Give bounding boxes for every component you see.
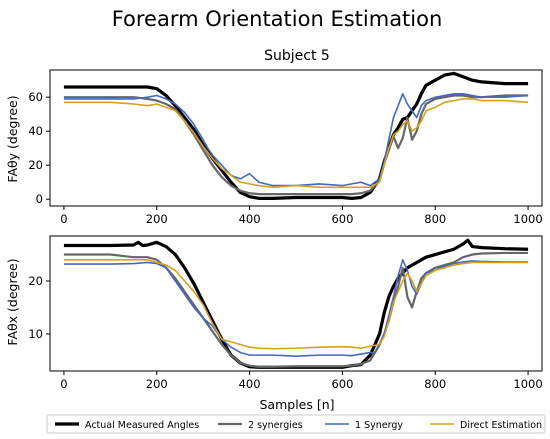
top-y-tick-label: 20 [28, 158, 43, 172]
bottom-x-tick-label: 800 [424, 377, 446, 391]
bottom-tick-layer: 0 200 400 600 800 1000 10 20 [28, 274, 542, 391]
bottom-x-tick-label: 0 [60, 377, 67, 391]
top-y-tick-label: 0 [36, 192, 43, 206]
bottom-x-tick-label: 400 [239, 377, 261, 391]
legend-box [46, 414, 546, 434]
bottom-series-direct-estimation [63, 259, 529, 350]
bottom-subplot: FAθx (degree) 0 200 400 600 800 1000 10 20 [5, 235, 543, 391]
bottom-y-axis-label: FAθx (degree) [5, 258, 20, 345]
top-y-axis-label: FAθy (degree) [5, 95, 20, 182]
bottom-x-tick-label: 600 [331, 377, 353, 391]
top-tick-layer: 0 200 400 600 800 1000 0 20 40 60 [28, 90, 542, 226]
bottom-axes-frame [49, 235, 543, 372]
legend-label-direct-estimation: Direct Estimation [460, 420, 542, 431]
top-subplot: Subject 5 FAθy (degree) 0 200 400 600 800 100… [5, 48, 543, 226]
bottom-x-tick-label: 200 [146, 377, 168, 391]
top-subplot-title: Subject 5 [264, 48, 330, 64]
top-series-2-synergies [63, 94, 529, 196]
top-y-tick-label: 60 [28, 90, 43, 104]
top-x-tick-label: 1000 [513, 212, 542, 226]
bottom-series-1-synergy [63, 259, 529, 357]
top-series-direct-estimation [63, 98, 529, 189]
legend-label-2-synergies: 2 synergies [248, 420, 303, 431]
bottom-x-tick-label: 1000 [513, 377, 542, 391]
bottom-series-2-synergies [63, 251, 529, 368]
x-axis-label: Samples [n] [259, 397, 334, 412]
top-x-tick-label: 0 [60, 212, 67, 226]
top-y-tick-label: 40 [28, 124, 43, 138]
top-series-actual-measured-angles [63, 71, 529, 200]
top-x-tick-label: 600 [331, 212, 353, 226]
top-axes-frame [49, 69, 543, 207]
bottom-series-layer [63, 238, 529, 369]
bottom-y-tick-label: 10 [28, 327, 43, 341]
top-series-layer [63, 71, 529, 200]
legend-label-1-synergy: 1 Synergy [355, 420, 403, 431]
top-x-tick-label: 400 [239, 212, 261, 226]
top-x-tick-label: 200 [146, 212, 168, 226]
legend: Actual Measured Angles 2 synergies 1 Syner… [46, 414, 546, 434]
top-x-tick-label: 800 [424, 212, 446, 226]
legend-label-actual-measured-angles: Actual Measured Angles [85, 420, 199, 431]
bottom-y-tick-label: 20 [28, 274, 43, 288]
top-series-1-synergy [63, 93, 529, 187]
figure-title: Forearm Orientation Estimation [112, 7, 443, 31]
